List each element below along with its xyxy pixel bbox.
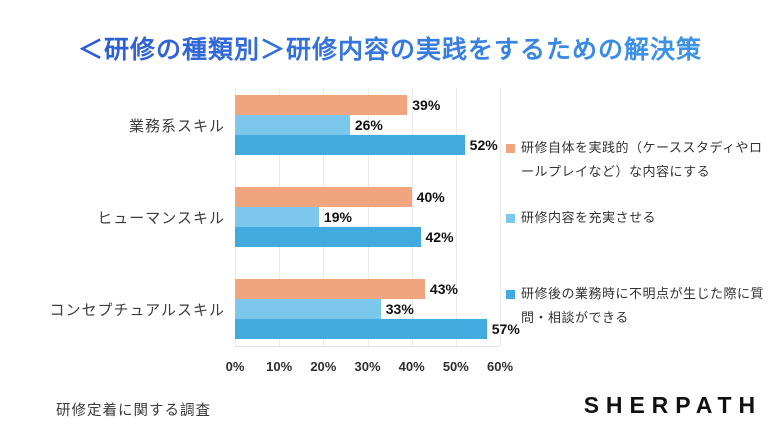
bar xyxy=(235,187,412,207)
legend-label: 研修内容を充実させる xyxy=(521,210,657,225)
bar-value-label: 33% xyxy=(385,301,414,317)
legend-item: 研修後の業務時に不明点が生じた際に質問・相談ができる xyxy=(506,282,772,330)
bar-value-label: 57% xyxy=(491,321,520,337)
bar-value-label: 39% xyxy=(412,97,441,113)
x-tick-label: 50% xyxy=(442,359,469,374)
x-axis: 0% 10% 20% 30% 40% 50% 60% xyxy=(0,359,780,379)
bar-value-label: 40% xyxy=(416,189,445,205)
legend-item: 研修内容を充実させる xyxy=(506,206,772,230)
legend-marker xyxy=(506,144,515,153)
x-tick-label: 0% xyxy=(225,359,245,374)
bar xyxy=(235,135,465,155)
x-tick-label: 40% xyxy=(398,359,425,374)
gridline xyxy=(367,88,369,346)
gridline xyxy=(455,88,457,346)
category-axis: 業務系スキルヒューマンスキルコンセプチュアルスキル xyxy=(30,88,225,347)
legend-item: 研修自体を実践的（ケーススタディやロールプレイなど）な内容にする xyxy=(506,136,772,184)
x-tick-label: 10% xyxy=(266,359,293,374)
category-label: コンセプチュアルスキル xyxy=(49,301,225,319)
bar xyxy=(235,279,425,299)
x-tick-label: 20% xyxy=(310,359,337,374)
bar-value-label: 43% xyxy=(429,281,458,297)
bar xyxy=(235,227,421,247)
legend-marker xyxy=(506,214,515,223)
x-tick-label: 30% xyxy=(354,359,381,374)
bar xyxy=(235,319,487,339)
gridline xyxy=(500,88,501,346)
sherpath-logo: SHERPATH xyxy=(583,392,762,418)
bar xyxy=(235,299,381,319)
category-label: 業務系スキル xyxy=(128,117,225,135)
legend-marker xyxy=(506,290,515,299)
gridline xyxy=(411,88,413,346)
bar-value-label: 19% xyxy=(323,209,352,225)
bar-value-label: 26% xyxy=(354,117,383,133)
category-label: ヒューマンスキル xyxy=(97,209,225,227)
x-tick-label: 60% xyxy=(486,359,514,374)
source-note: 研修定着に関する調査 xyxy=(56,403,211,419)
bar xyxy=(235,95,408,115)
plot-area: 39% 26% 52% 40% 19% 42% 43% 33% 57% xyxy=(235,88,520,347)
bar-value-label: 52% xyxy=(469,137,498,153)
legend-label: 研修自体を実践的（ケーススタディやロールプレイなど）な内容にする xyxy=(521,140,763,179)
legend-label: 研修後の業務時に不明点が生じた際に質問・相談ができる xyxy=(521,286,765,325)
chart-title: ＜研修の種類別＞研修内容の実践をするための解決策 xyxy=(0,30,780,66)
gridline xyxy=(323,88,325,346)
bar xyxy=(235,115,350,135)
bar-value-label: 42% xyxy=(425,229,454,245)
bar xyxy=(235,207,319,227)
